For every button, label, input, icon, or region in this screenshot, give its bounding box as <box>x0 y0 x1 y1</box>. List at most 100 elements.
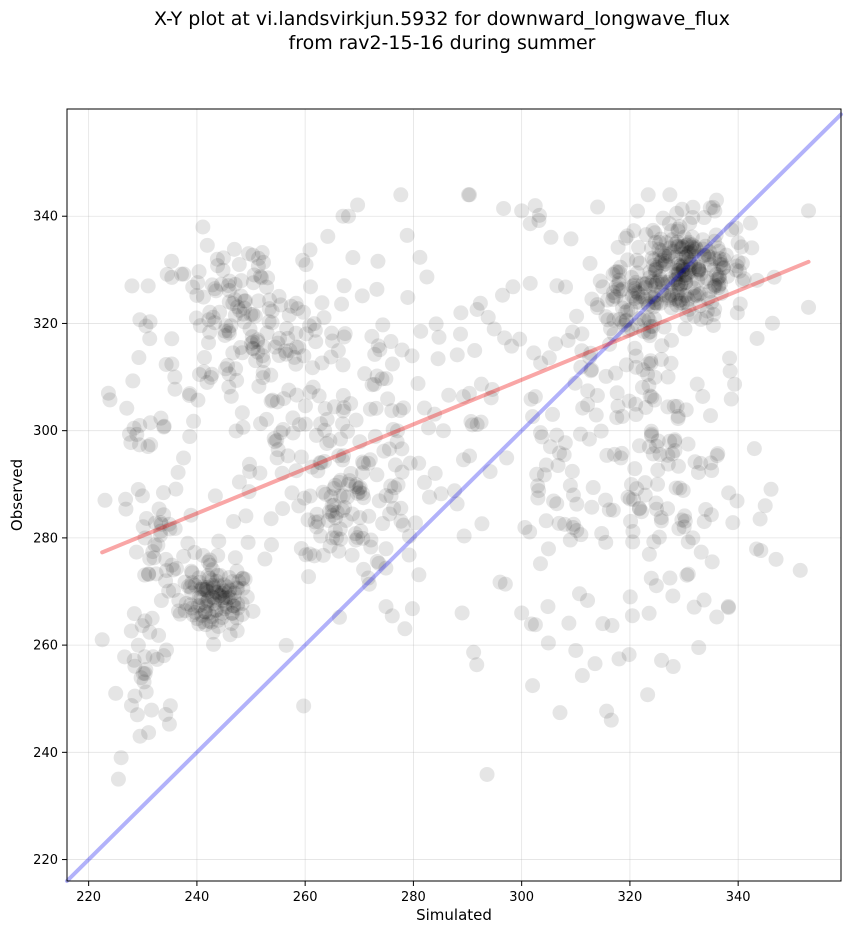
data-point <box>679 295 695 311</box>
data-point <box>642 328 658 344</box>
data-point <box>182 386 198 402</box>
data-point <box>686 599 702 615</box>
data-point <box>580 592 596 608</box>
data-point <box>669 286 685 302</box>
data-point <box>138 684 154 700</box>
data-point <box>449 347 465 363</box>
chart-title-line1: X-Y plot at vi.landsvirkjun.5932 for dow… <box>154 8 730 30</box>
data-point <box>691 262 707 278</box>
data-point <box>324 497 340 513</box>
data-point <box>135 665 151 681</box>
data-point <box>594 525 610 541</box>
data-point <box>687 259 703 275</box>
data-point <box>335 416 351 432</box>
data-point <box>158 706 174 722</box>
data-point <box>171 592 187 608</box>
data-point <box>529 466 545 482</box>
data-point <box>334 296 350 312</box>
data-point <box>646 534 662 550</box>
data-point <box>609 410 625 426</box>
data-point <box>209 585 225 601</box>
data-point <box>585 480 601 496</box>
data-point <box>427 406 443 422</box>
data-point <box>683 243 699 259</box>
data-point <box>288 325 304 341</box>
data-point <box>698 310 714 326</box>
data-point <box>369 281 385 297</box>
y-tick-label: 300 <box>33 424 58 439</box>
data-point <box>696 592 712 608</box>
data-point <box>191 570 207 586</box>
data-point <box>707 278 723 294</box>
data-point <box>657 256 673 272</box>
data-point <box>627 283 643 299</box>
x-tick-label: 260 <box>293 890 318 905</box>
data-point <box>113 750 129 766</box>
data-point <box>364 328 380 344</box>
data-point <box>267 339 283 355</box>
y-axis-label: Observed <box>8 459 26 531</box>
data-point <box>494 287 510 303</box>
data-point <box>213 276 229 292</box>
data-point <box>635 276 651 292</box>
data-point <box>531 483 547 499</box>
data-point <box>660 274 676 290</box>
data-point <box>272 330 288 346</box>
data-point <box>690 261 706 277</box>
data-point <box>212 304 228 320</box>
data-point <box>130 481 146 497</box>
data-point <box>679 567 695 583</box>
data-point <box>378 541 394 557</box>
data-point <box>257 551 273 567</box>
data-point <box>217 596 233 612</box>
data-point <box>209 602 225 618</box>
data-point <box>345 250 361 266</box>
data-point <box>367 428 383 444</box>
data-point <box>647 262 663 278</box>
data-point <box>338 512 354 528</box>
data-point <box>161 716 177 732</box>
y-tick-label: 280 <box>33 531 58 546</box>
data-point <box>723 391 739 407</box>
data-point <box>690 464 706 480</box>
y-tick-label: 320 <box>33 317 58 332</box>
data-point <box>562 478 578 494</box>
chart-title-line2: from rav2-15-16 during summer <box>289 32 596 54</box>
data-point <box>696 514 712 530</box>
data-point <box>564 463 580 479</box>
data-point <box>348 532 364 548</box>
data-point <box>620 252 636 268</box>
data-point <box>198 598 214 614</box>
data-point <box>640 366 656 382</box>
data-point <box>226 592 242 608</box>
data-point <box>433 486 449 502</box>
data-point <box>681 236 697 252</box>
data-point <box>612 259 628 275</box>
data-point <box>628 359 644 375</box>
data-point <box>599 447 615 463</box>
data-point <box>728 262 744 278</box>
data-point <box>697 238 713 254</box>
data-point <box>205 580 221 596</box>
data-point <box>716 252 732 268</box>
data-point <box>189 287 205 303</box>
data-point <box>222 273 238 289</box>
data-point <box>463 413 479 429</box>
data-point <box>664 287 680 303</box>
data-point <box>709 271 725 287</box>
data-point <box>145 649 161 665</box>
data-point <box>652 248 668 264</box>
data-point <box>654 243 670 259</box>
data-point <box>629 481 645 497</box>
data-point <box>255 364 271 380</box>
data-point <box>251 378 267 394</box>
data-point <box>681 245 697 261</box>
data-point <box>527 389 543 405</box>
data-point <box>250 334 266 350</box>
data-point <box>317 401 333 417</box>
data-point <box>643 570 659 586</box>
data-point <box>606 326 622 342</box>
data-point <box>679 267 695 283</box>
data-point <box>680 534 696 550</box>
data-point <box>328 510 344 526</box>
